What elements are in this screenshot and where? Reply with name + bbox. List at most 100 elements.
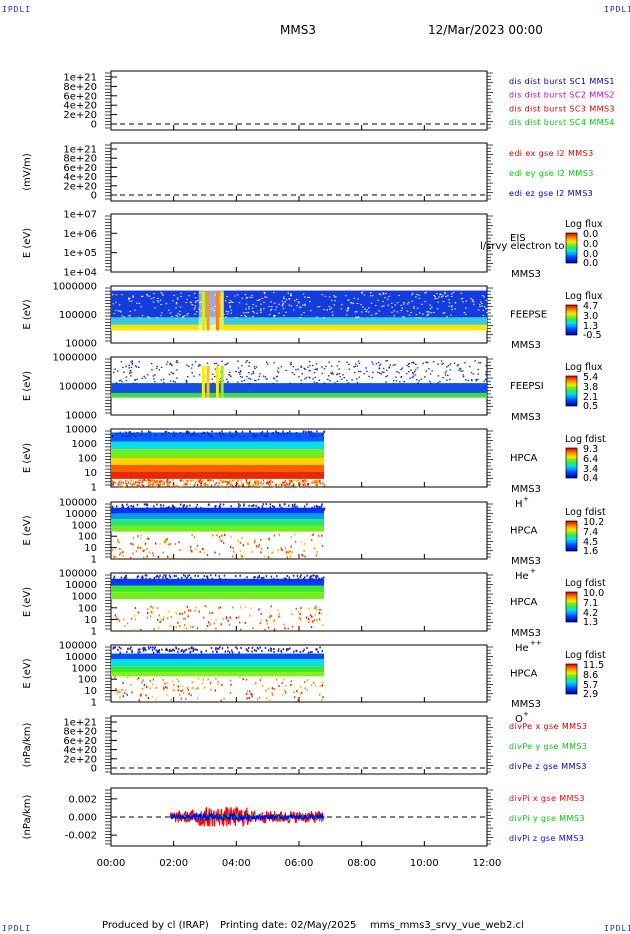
- speckle: [346, 379, 348, 382]
- high-energy-speck: [241, 508, 244, 511]
- y-tick-label: 0: [91, 120, 97, 131]
- low-energy-speck: [122, 554, 124, 557]
- high-energy-speck: [236, 647, 238, 650]
- speckle: [128, 364, 130, 367]
- speckle: [434, 296, 436, 298]
- low-energy-speck: [163, 481, 165, 484]
- high-energy-speck: [125, 435, 128, 438]
- speckle: [131, 362, 134, 364]
- low-energy-speck: [294, 540, 297, 543]
- high-energy-speck: [228, 651, 231, 654]
- low-energy-speck: [203, 483, 206, 486]
- high-energy-speck: [157, 576, 160, 579]
- low-energy-speck: [291, 485, 293, 488]
- high-energy-speck: [224, 650, 227, 653]
- high-energy-speck: [290, 433, 293, 436]
- speckle: [356, 381, 359, 384]
- speckle: [399, 381, 401, 383]
- high-energy-speck: [214, 574, 217, 577]
- y-tick-label: 1e+21: [63, 145, 97, 156]
- high-energy-speck: [273, 650, 275, 653]
- low-energy-speck: [319, 684, 322, 687]
- speckle: [446, 366, 448, 368]
- speckle: [195, 300, 197, 302]
- speckle: [448, 299, 450, 301]
- speckle: [485, 371, 487, 373]
- high-energy-speck: [261, 505, 264, 508]
- speckle: [287, 292, 290, 294]
- high-energy-speck: [185, 430, 188, 433]
- speckle: [237, 367, 240, 369]
- speckle: [144, 377, 147, 379]
- corner-label-bottom-right: IPDLI: [604, 924, 630, 933]
- low-energy-speck: [309, 614, 312, 617]
- species-label: He: [515, 571, 529, 582]
- speckle: [150, 298, 153, 300]
- low-energy-speck: [266, 697, 268, 700]
- speckle: [245, 361, 247, 363]
- speckle: [409, 377, 411, 379]
- high-energy-speck: [295, 650, 298, 653]
- low-energy-speck: [250, 607, 253, 610]
- low-energy-speck: [271, 687, 274, 690]
- speckle: [232, 301, 234, 303]
- speckle: [441, 295, 444, 297]
- high-energy-speck: [197, 433, 199, 436]
- colorbar-tick-label: 7.4: [583, 527, 598, 538]
- low-energy-speck: [181, 685, 184, 688]
- speckle: [160, 292, 163, 294]
- speckle: [410, 312, 412, 314]
- high-energy-speck: [221, 647, 224, 650]
- speckle: [241, 376, 244, 378]
- low-energy-speck: [169, 480, 171, 483]
- speckle: [321, 366, 323, 368]
- low-energy-speck: [178, 541, 180, 544]
- low-energy-speck: [149, 679, 151, 682]
- low-energy-speck: [181, 485, 183, 488]
- high-energy-speck: [310, 430, 313, 433]
- speckle: [168, 373, 171, 376]
- speckle: [159, 299, 162, 301]
- speckle: [321, 372, 324, 375]
- colorbar-title: Log flux: [565, 362, 603, 373]
- low-energy-speck: [132, 552, 134, 555]
- speckle: [380, 373, 382, 375]
- low-energy-speck: [240, 485, 242, 488]
- speckle: [396, 370, 398, 373]
- speckle: [444, 374, 447, 376]
- low-energy-speck: [155, 686, 157, 689]
- low-energy-speck: [118, 485, 121, 488]
- low-energy-speck: [321, 684, 324, 687]
- high-energy-speck: [304, 576, 306, 579]
- speckle: [129, 370, 132, 372]
- low-energy-speck: [111, 483, 113, 486]
- speckle: [379, 363, 382, 365]
- speckle: [243, 379, 245, 382]
- speckle: [451, 309, 453, 311]
- speckle: [251, 296, 253, 298]
- high-energy-speck: [171, 579, 173, 582]
- low-energy-speck: [126, 693, 128, 696]
- low-energy-speck: [304, 687, 307, 690]
- low-energy-speck: [260, 551, 262, 554]
- species-label: He: [515, 643, 529, 654]
- band-blue: [111, 383, 487, 393]
- speckle: [364, 308, 366, 310]
- low-energy-speck: [141, 480, 143, 483]
- high-energy-speck: [176, 507, 178, 510]
- high-energy-speck: [266, 432, 269, 435]
- high-energy-speck: [188, 431, 190, 434]
- low-energy-speck: [190, 479, 192, 482]
- low-energy-speck: [255, 480, 257, 483]
- low-energy-speck: [154, 480, 156, 483]
- speckle: [283, 298, 285, 300]
- high-energy-speck: [144, 508, 146, 511]
- speckle: [211, 378, 213, 380]
- high-energy-speck: [245, 648, 248, 651]
- speckle: [289, 382, 291, 384]
- high-energy-speck: [229, 431, 231, 434]
- low-energy-speck: [217, 683, 219, 686]
- speckle: [341, 378, 343, 380]
- energy-band: [111, 659, 325, 667]
